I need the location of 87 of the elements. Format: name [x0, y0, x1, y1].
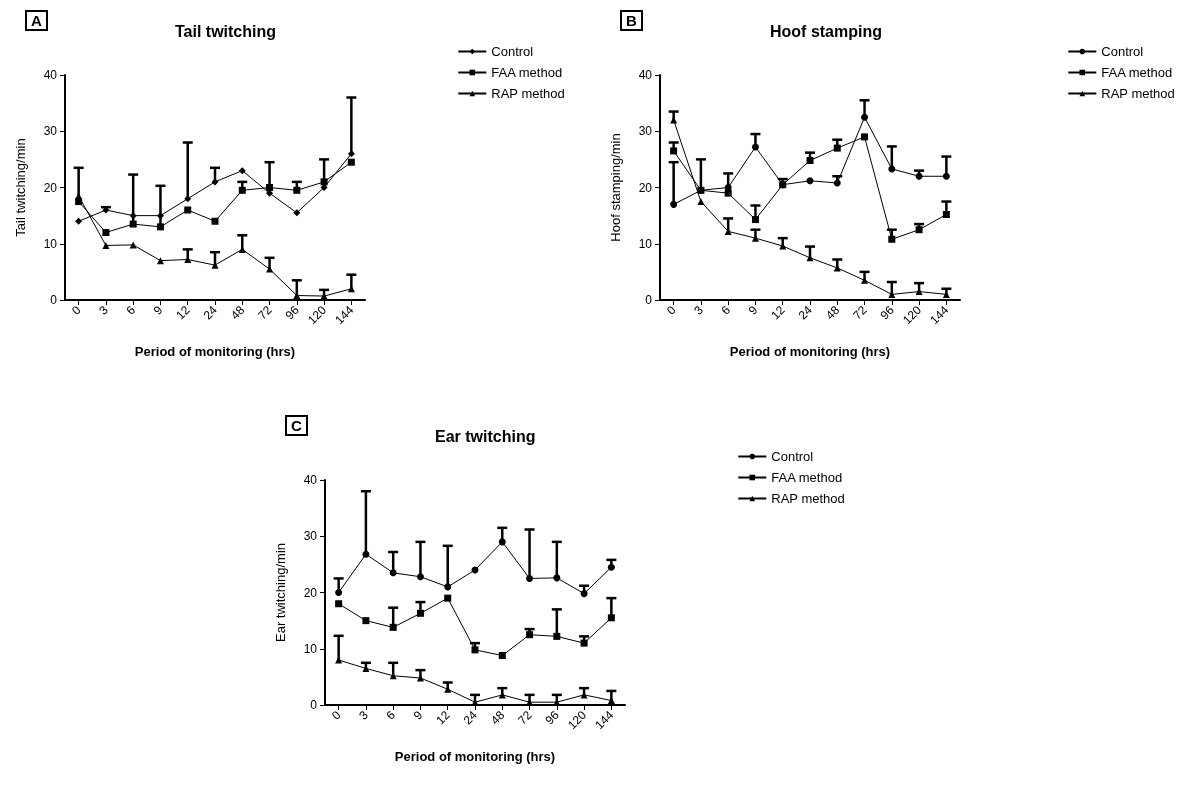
point — [102, 241, 110, 249]
y-tick-label: 0 — [645, 293, 653, 307]
y-axis-title: Hoof stamping/min — [608, 133, 623, 242]
point — [806, 177, 814, 185]
y-tick-label: 40 — [43, 68, 58, 82]
x-tick-label: 6 — [383, 707, 399, 723]
point — [362, 617, 370, 625]
x-tick-label: 0 — [328, 707, 344, 723]
point — [861, 133, 869, 141]
x-tick-label: 72 — [515, 707, 535, 728]
x-tick-label: 9 — [410, 707, 426, 723]
x-tick-label: 12 — [173, 302, 193, 323]
point — [156, 257, 164, 265]
legend-label: RAP method — [771, 491, 845, 506]
y-tick-label: 30 — [638, 124, 653, 139]
x-tick-label: 9 — [150, 302, 166, 318]
x-tick-label: 144 — [927, 302, 952, 328]
point — [102, 229, 110, 236]
y-tick-label: 40 — [303, 473, 318, 487]
x-tick-label: 72 — [850, 302, 870, 323]
point — [335, 600, 343, 608]
chart-title: Ear twitching — [435, 427, 536, 445]
x-tick-label: 72 — [255, 302, 275, 323]
x-tick-label: 24 — [460, 707, 481, 728]
y-axis-title: Tail twitching/min — [13, 138, 28, 237]
x-tick-label: 120 — [305, 302, 330, 328]
x-tick-label: 3 — [356, 707, 372, 723]
point — [184, 206, 192, 214]
y-tick-label: 20 — [43, 180, 58, 195]
point — [211, 217, 219, 225]
x-axis-title: Period of monitoring (hrs) — [394, 749, 556, 764]
legend-label: FAA method — [1101, 65, 1173, 80]
y-tick-label: 10 — [43, 236, 58, 251]
y-tick-label: 0 — [310, 698, 318, 712]
point — [238, 167, 246, 175]
x-tick-label: 48 — [487, 707, 508, 728]
x-tick-label: 96 — [877, 302, 897, 323]
chart-title: Tail twitching — [175, 22, 277, 40]
x-tick-label: 9 — [745, 302, 761, 318]
y-tick-label: 0 — [50, 293, 58, 307]
x-tick-label: 3 — [96, 302, 112, 318]
point — [293, 209, 301, 217]
x-tick-label: 12 — [768, 302, 788, 323]
point — [697, 198, 705, 206]
legend-label: Control — [491, 44, 534, 59]
legend-label: Control — [1101, 44, 1144, 59]
x-tick-label: 24 — [200, 302, 221, 323]
x-tick-label: 0 — [68, 302, 84, 318]
y-tick-label: 30 — [303, 529, 318, 544]
y-tick-label: 20 — [303, 585, 318, 600]
y-tick-label: 30 — [43, 124, 58, 139]
text: B — [620, 10, 643, 31]
x-tick-label: 6 — [123, 302, 139, 318]
x-tick-label: 144 — [332, 302, 357, 328]
y-axis-title: Ear twitching/min — [273, 543, 288, 642]
x-tick-label: 120 — [900, 302, 925, 328]
x-tick-label: 6 — [718, 302, 734, 318]
chart-title: Hoof stamping — [770, 22, 882, 40]
x-axis-title: Period of monitoring (hrs) — [134, 344, 296, 359]
legend-label: FAA method — [771, 470, 843, 485]
point — [320, 184, 328, 191]
y-tick-label: 20 — [638, 180, 653, 195]
text: C — [285, 415, 308, 436]
x-tick-label: 24 — [795, 302, 816, 323]
legend-label: RAP method — [491, 86, 565, 101]
legend-label: FAA method — [491, 65, 563, 80]
y-tick-label: 10 — [638, 236, 653, 251]
legend-label: RAP method — [1101, 86, 1175, 101]
point — [498, 652, 506, 659]
x-tick-label: 0 — [663, 302, 679, 318]
x-tick-label: 48 — [227, 302, 248, 323]
y-tick-label: 10 — [303, 641, 318, 656]
y-tick-label: 40 — [638, 68, 653, 82]
x-tick-label: 96 — [282, 302, 302, 323]
point — [347, 158, 355, 166]
x-tick-label: 48 — [822, 302, 843, 323]
x-tick-label: 12 — [433, 707, 453, 728]
point — [444, 594, 452, 602]
x-tick-label: 3 — [691, 302, 707, 318]
legend-label: Control — [771, 449, 814, 464]
point — [75, 217, 83, 225]
text: A — [25, 10, 48, 31]
x-tick-label: 96 — [542, 707, 562, 728]
x-tick-label: 120 — [565, 707, 590, 733]
x-axis-title: Period of monitoring (hrs) — [729, 344, 891, 359]
x-tick-label: 144 — [592, 707, 617, 733]
point — [724, 189, 732, 197]
